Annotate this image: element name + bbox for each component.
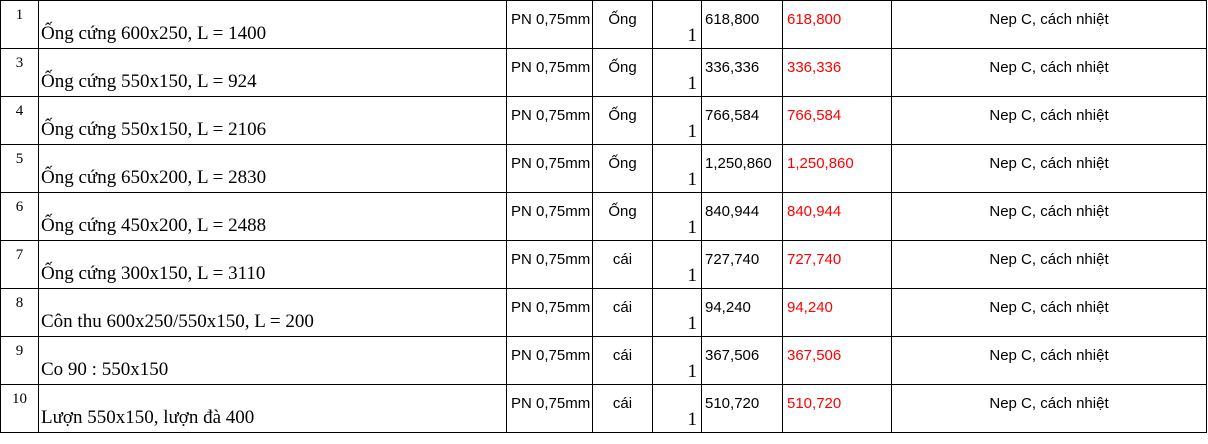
cell-total[interactable]: 766,584 <box>782 96 892 145</box>
cell-material[interactable]: PN 0,75mm <box>506 288 593 337</box>
cell-material[interactable]: PN 0,75mm <box>506 192 593 241</box>
cell-note[interactable]: Nep C, cách nhiệt <box>891 96 1207 145</box>
cell-note[interactable]: Nep C, cách nhiệt <box>891 48 1207 97</box>
cell-unit[interactable]: cái <box>592 384 653 433</box>
table-body: 1 Ống cứng 600x250, L = 1400 PN 0,75mm Ống 1… <box>0 0 1207 433</box>
table-row: 4 Ống cứng 550x150, L = 2106 PN 0,75mm Ống 1… <box>0 96 1207 145</box>
cell-quantity[interactable]: 1 <box>652 240 702 289</box>
cell-item-name[interactable]: Ống cứng 550x150, L = 2106 <box>38 96 507 145</box>
cell-stt[interactable]: 6 <box>0 192 39 241</box>
cell-material[interactable]: PN 0,75mm <box>506 240 593 289</box>
table-row: 8 Côn thu 600x250/550x150, L = 200 PN 0,75… <box>0 288 1207 337</box>
cell-unit[interactable]: Ống <box>592 0 653 49</box>
cell-unit[interactable]: Ống <box>592 192 653 241</box>
cell-unit-price[interactable]: 727,740 <box>701 240 783 289</box>
cell-note[interactable]: Nep C, cách nhiệt <box>891 384 1207 433</box>
cell-material[interactable]: PN 0,75mm <box>506 336 593 385</box>
table-row: 1 Ống cứng 600x250, L = 1400 PN 0,75mm Ống 1… <box>0 0 1207 49</box>
cell-unit[interactable]: Ống <box>592 144 653 193</box>
cell-quantity[interactable]: 1 <box>652 288 702 337</box>
cell-quantity[interactable]: 1 <box>652 336 702 385</box>
cell-total[interactable]: 727,740 <box>782 240 892 289</box>
cell-stt[interactable]: 4 <box>0 96 39 145</box>
cell-item-name[interactable]: Ống cứng 300x150, L = 3110 <box>38 240 507 289</box>
cell-total[interactable]: 1,250,860 <box>782 144 892 193</box>
cell-stt[interactable]: 7 <box>0 240 39 289</box>
cell-unit[interactable]: Ống <box>592 48 653 97</box>
cell-note[interactable]: Nep C, cách nhiệt <box>891 0 1207 49</box>
cell-material[interactable]: PN 0,75mm <box>506 0 593 49</box>
cell-stt[interactable]: 9 <box>0 336 39 385</box>
table-row: 6 Ống cứng 450x200, L = 2488 PN 0,75mm Ống 1… <box>0 192 1207 241</box>
table-row: 7 Ống cứng 300x150, L = 3110 PN 0,75mm cái 1… <box>0 240 1207 289</box>
cell-note[interactable]: Nep C, cách nhiệt <box>891 144 1207 193</box>
cell-stt[interactable]: 10 <box>0 384 39 433</box>
cell-material[interactable]: PN 0,75mm <box>506 96 593 145</box>
cell-stt[interactable]: 1 <box>0 0 39 49</box>
cell-unit-price[interactable]: 510,720 <box>701 384 783 433</box>
cell-unit-price[interactable]: 367,506 <box>701 336 783 385</box>
cell-note[interactable]: Nep C, cách nhiệt <box>891 336 1207 385</box>
cell-item-name[interactable]: Ống cứng 450x200, L = 2488 <box>38 192 507 241</box>
cell-item-name[interactable]: Ống cứng 650x200, L = 2830 <box>38 144 507 193</box>
cell-unit-price[interactable]: 1,250,860 <box>701 144 783 193</box>
table-row: 3 Ống cứng 550x150, L = 924 PN 0,75mm Ống 1 3… <box>0 48 1207 97</box>
cell-unit-price[interactable]: 336,336 <box>701 48 783 97</box>
cell-total[interactable]: 367,506 <box>782 336 892 385</box>
cell-item-name[interactable]: Ống cứng 600x250, L = 1400 <box>38 0 507 49</box>
cell-total[interactable]: 840,944 <box>782 192 892 241</box>
cell-unit-price[interactable]: 766,584 <box>701 96 783 145</box>
cell-material[interactable]: PN 0,75mm <box>506 144 593 193</box>
cell-item-name[interactable]: Lượn 550x150, lượn đà 400 <box>38 384 507 433</box>
table-row: 9 Co 90 : 550x150 PN 0,75mm cái 1 367,506 367,… <box>0 336 1207 385</box>
cell-total[interactable]: 336,336 <box>782 48 892 97</box>
cell-stt[interactable]: 5 <box>0 144 39 193</box>
cell-total[interactable]: 618,800 <box>782 0 892 49</box>
cell-unit[interactable]: cái <box>592 336 653 385</box>
cell-unit-price[interactable]: 618,800 <box>701 0 783 49</box>
cell-item-name[interactable]: Co 90 : 550x150 <box>38 336 507 385</box>
cell-quantity[interactable]: 1 <box>652 192 702 241</box>
cell-stt[interactable]: 3 <box>0 48 39 97</box>
cell-unit[interactable]: Ống <box>592 96 653 145</box>
cell-note[interactable]: Nep C, cách nhiệt <box>891 288 1207 337</box>
cell-unit[interactable]: cái <box>592 240 653 289</box>
cell-quantity[interactable]: 1 <box>652 384 702 433</box>
cell-material[interactable]: PN 0,75mm <box>506 384 593 433</box>
cell-unit[interactable]: cái <box>592 288 653 337</box>
table-row: 5 Ống cứng 650x200, L = 2830 PN 0,75mm Ống 1… <box>0 144 1207 193</box>
cell-quantity[interactable]: 1 <box>652 96 702 145</box>
cell-quantity[interactable]: 1 <box>652 144 702 193</box>
cell-quantity[interactable]: 1 <box>652 0 702 49</box>
cell-stt[interactable]: 8 <box>0 288 39 337</box>
cell-item-name[interactable]: Côn thu 600x250/550x150, L = 200 <box>38 288 507 337</box>
cell-total[interactable]: 510,720 <box>782 384 892 433</box>
cell-note[interactable]: Nep C, cách nhiệt <box>891 192 1207 241</box>
table-row: 10 Lượn 550x150, lượn đà 400 PN 0,75mm cái 1… <box>0 384 1207 433</box>
cell-unit-price[interactable]: 840,944 <box>701 192 783 241</box>
cell-total[interactable]: 94,240 <box>782 288 892 337</box>
cell-unit-price[interactable]: 94,240 <box>701 288 783 337</box>
cell-note[interactable]: Nep C, cách nhiệt <box>891 240 1207 289</box>
cell-quantity[interactable]: 1 <box>652 48 702 97</box>
cell-item-name[interactable]: Ống cứng 550x150, L = 924 <box>38 48 507 97</box>
cell-material[interactable]: PN 0,75mm <box>506 48 593 97</box>
spreadsheet-table: 1 Ống cứng 600x250, L = 1400 PN 0,75mm Ống 1… <box>0 0 1207 433</box>
